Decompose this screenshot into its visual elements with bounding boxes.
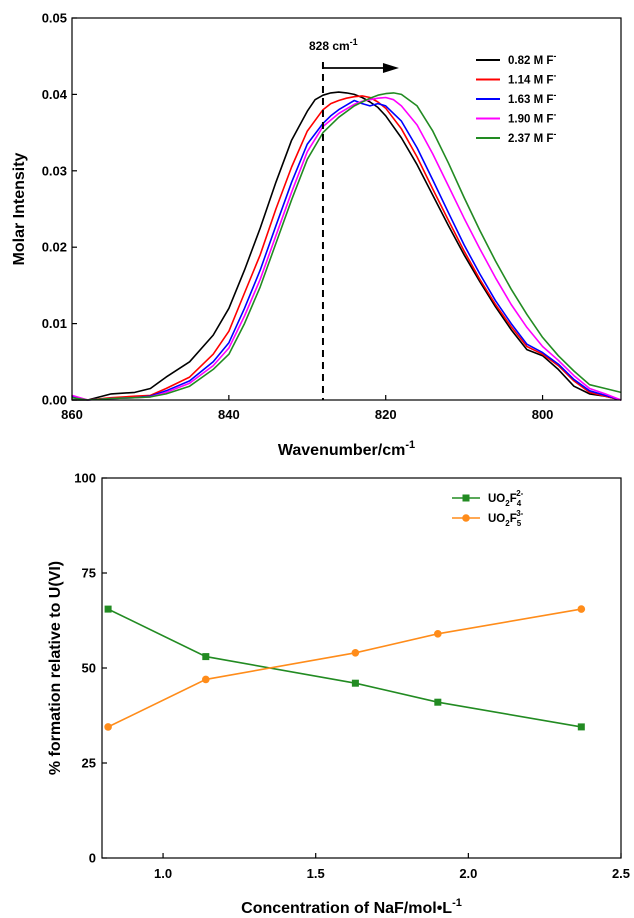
x-tick-label: 820 — [375, 407, 397, 422]
series-line-1 — [107, 608, 582, 728]
y-tick-label: 0.03 — [42, 163, 67, 178]
x-tick-label: 840 — [218, 407, 240, 422]
shift-arrow-head — [382, 63, 399, 73]
y-axis-label: % formation relative to U(VI) — [47, 561, 64, 775]
y-tick-label: 0.04 — [42, 87, 68, 102]
data-point-1 — [202, 653, 210, 661]
series-line-5 — [71, 92, 622, 401]
series-line-1 — [72, 91, 622, 401]
y-tick-label: 0.02 — [42, 240, 67, 255]
legend-label-1: UO2F42- — [488, 489, 524, 508]
data-point-2 — [104, 723, 112, 731]
top-chart: 0.00 0.01 0.02 0.03 0.04 0.05 860 840 820 800 Wave… — [11, 11, 622, 459]
y-tick-label: 0.05 — [42, 11, 67, 26]
legend-label-5: 2.37 M F- — [508, 129, 556, 145]
y-tick-label: 25 — [82, 756, 96, 771]
bottom-chart: 0 25 50 75 100 1.0 1.5 2.0 2.5 Concentration of N… — [47, 471, 630, 918]
x-tick-label: 2.0 — [459, 866, 477, 881]
series-line-2 — [107, 608, 582, 728]
series-line-3 — [71, 99, 622, 401]
y-tick-label: 100 — [74, 471, 96, 486]
x-tick-label: 1.0 — [154, 866, 172, 881]
x-axis-label: Wavenumber/cm-1 — [278, 439, 415, 459]
legend-label-4: 1.90 M F- — [508, 110, 556, 126]
legend-label-3: 1.63 M F- — [508, 90, 556, 106]
data-point-2 — [577, 605, 586, 613]
x-tick-label: 800 — [532, 407, 554, 422]
data-point-1 — [104, 605, 112, 613]
y-tick-label: 0.01 — [42, 316, 67, 331]
data-point-1 — [577, 723, 585, 731]
plot-frame — [71, 17, 622, 401]
data-point-1 — [351, 679, 359, 687]
series-line-4 — [71, 96, 622, 401]
x-tick-label: 2.5 — [612, 866, 630, 881]
x-tick-label: 1.5 — [307, 866, 325, 881]
data-point-2 — [351, 649, 360, 657]
y-tick-label: 0.00 — [42, 393, 67, 408]
legend-label-1: 0.82 M F- — [508, 51, 556, 67]
series-line-2 — [71, 95, 622, 401]
y-tick-label: 75 — [82, 566, 96, 581]
y-axis-label: Molar Intensity — [11, 152, 28, 265]
legend-label-2: UO2F53- — [488, 509, 524, 528]
data-point-2 — [434, 630, 442, 638]
y-tick-label: 0 — [89, 851, 96, 866]
legend-label-2: 1.14 M F- — [508, 71, 556, 87]
y-tick-label: 50 — [82, 661, 96, 676]
legend-swatch-marker-1 — [462, 494, 470, 502]
data-point-2 — [202, 675, 210, 684]
plot-frame — [101, 477, 622, 859]
legend-swatch-marker-2 — [462, 514, 470, 522]
x-axis-label: Concentration of NaF/mol•L-1 — [241, 897, 462, 917]
x-tick-label: 860 — [61, 407, 83, 422]
peak-annotation: 828 cm-1 — [309, 37, 358, 53]
data-point-1 — [434, 698, 442, 706]
